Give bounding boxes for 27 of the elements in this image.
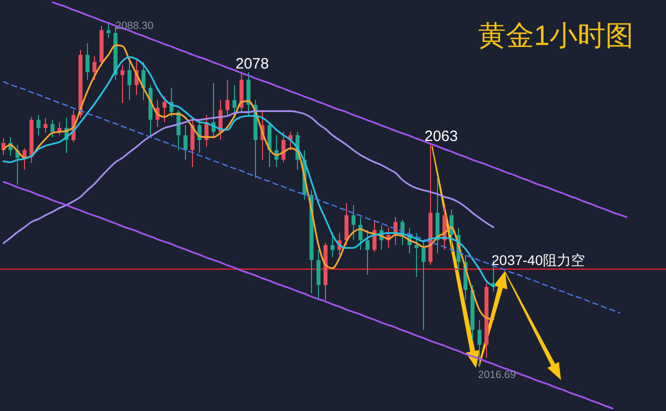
candlestick [120,64,124,104]
candlestick [86,42,90,80]
candlestick [162,96,166,123]
candlestick [44,117,48,134]
candlestick [478,320,482,368]
candlestick [352,204,356,241]
candlestick [128,56,132,101]
candlestick [232,84,236,118]
candlestick [92,56,96,80]
annotation: 2078 [236,56,269,73]
annotation: 2063 [424,128,458,145]
candlestick [184,124,188,160]
candlestick [50,119,54,138]
annotation: 2016.69 [478,369,516,381]
candlestick [226,79,230,116]
ref-line-label: 2037-40阻力空 [492,252,585,268]
candlestick [36,114,40,136]
candlestick [282,131,286,163]
candlestick [330,232,334,258]
candlestick [142,61,146,101]
annotation: 2088.30 [116,20,154,32]
chart-title: 黄金1小时图 [478,20,634,51]
candlestick [366,230,370,276]
candlestick [106,22,110,38]
candlestick [450,209,454,254]
candlestick [422,240,426,330]
candlestick [414,232,418,278]
